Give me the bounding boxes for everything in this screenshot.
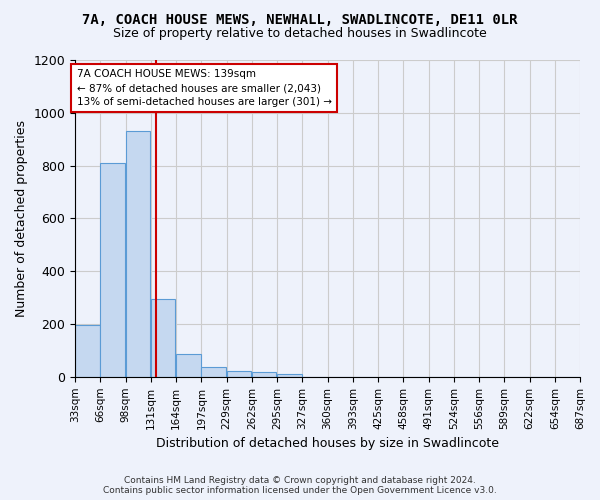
Bar bbox=[125, 132, 150, 377]
Bar bbox=[227, 371, 251, 377]
Bar bbox=[277, 374, 302, 377]
Bar bbox=[100, 163, 125, 377]
Y-axis label: Number of detached properties: Number of detached properties bbox=[15, 120, 28, 317]
Bar bbox=[252, 372, 277, 377]
Text: Contains HM Land Registry data © Crown copyright and database right 2024.
Contai: Contains HM Land Registry data © Crown c… bbox=[103, 476, 497, 495]
Text: 7A, COACH HOUSE MEWS, NEWHALL, SWADLINCOTE, DE11 0LR: 7A, COACH HOUSE MEWS, NEWHALL, SWADLINCO… bbox=[82, 12, 518, 26]
X-axis label: Distribution of detached houses by size in Swadlincote: Distribution of detached houses by size … bbox=[156, 437, 499, 450]
Bar bbox=[176, 354, 200, 377]
Bar bbox=[202, 367, 226, 377]
Text: Size of property relative to detached houses in Swadlincote: Size of property relative to detached ho… bbox=[113, 28, 487, 40]
Bar bbox=[151, 299, 175, 377]
Text: 7A COACH HOUSE MEWS: 139sqm
← 87% of detached houses are smaller (2,043)
13% of : 7A COACH HOUSE MEWS: 139sqm ← 87% of det… bbox=[77, 69, 332, 107]
Bar bbox=[75, 326, 100, 377]
